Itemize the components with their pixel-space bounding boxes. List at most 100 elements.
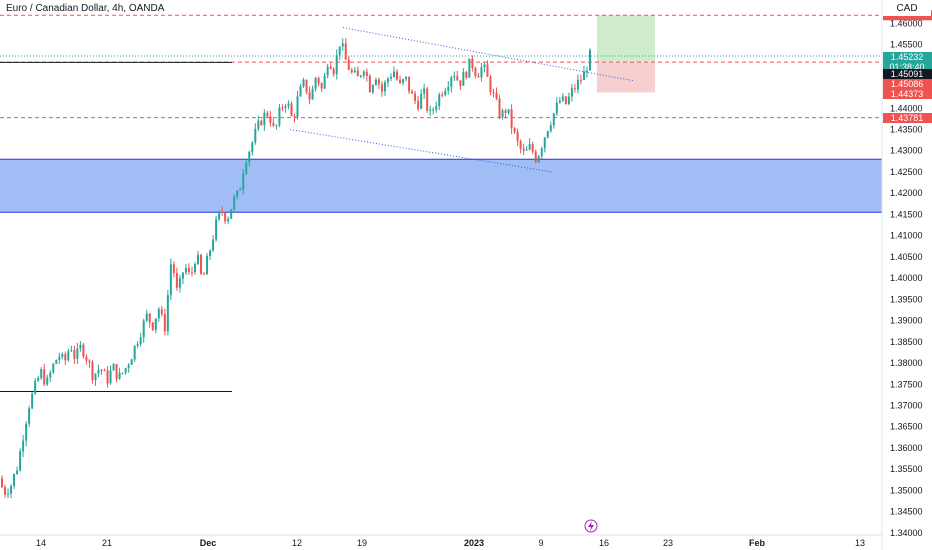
candle bbox=[417, 96, 420, 112]
candle bbox=[73, 345, 76, 364]
candle bbox=[97, 364, 100, 378]
candle-body bbox=[582, 71, 585, 81]
price-tick-label: 1.43000 bbox=[890, 146, 923, 156]
candle bbox=[230, 208, 233, 220]
currency-label[interactable]: CAD bbox=[883, 2, 931, 16]
candle bbox=[405, 76, 408, 82]
candle-body bbox=[215, 219, 218, 240]
candle bbox=[133, 345, 136, 363]
candle bbox=[124, 367, 127, 375]
candle-body bbox=[10, 485, 13, 494]
candle-body bbox=[474, 68, 477, 76]
price-tick-label: 1.36500 bbox=[890, 422, 923, 432]
candle-body bbox=[510, 109, 513, 129]
candle bbox=[187, 263, 190, 275]
candle bbox=[206, 252, 209, 275]
candle-body bbox=[549, 125, 552, 131]
price-tick-label: 1.34000 bbox=[890, 528, 923, 538]
candle-body bbox=[224, 212, 227, 222]
candle-body bbox=[257, 120, 260, 129]
candle bbox=[441, 91, 444, 98]
candle bbox=[329, 63, 332, 70]
candle bbox=[495, 87, 498, 101]
time-axis[interactable]: 14 21 Dec 12 19 2023 9 16 23 Feb 13 bbox=[0, 534, 882, 548]
candle-body bbox=[293, 115, 296, 118]
candle-body bbox=[368, 75, 371, 93]
candle bbox=[483, 62, 486, 73]
candle bbox=[299, 83, 302, 97]
candle-body bbox=[495, 92, 498, 99]
candle bbox=[100, 369, 103, 375]
candle-body bbox=[58, 356, 61, 360]
horizontal-lines[interactable] bbox=[0, 14, 882, 392]
price-label-bg bbox=[883, 52, 932, 72]
candle bbox=[272, 118, 275, 128]
candle-body bbox=[281, 107, 284, 109]
candle-body bbox=[567, 96, 570, 105]
price-label-text: 1.45091 bbox=[891, 69, 924, 79]
candle-body bbox=[190, 271, 193, 273]
candle bbox=[248, 150, 251, 167]
candle bbox=[148, 313, 151, 328]
candle-body bbox=[112, 364, 115, 371]
candle bbox=[317, 76, 320, 87]
price-tick-label: 1.40500 bbox=[890, 252, 923, 262]
candle bbox=[227, 216, 230, 225]
candle bbox=[498, 94, 501, 120]
candle-body bbox=[269, 116, 272, 123]
candle bbox=[480, 62, 483, 82]
candle bbox=[528, 138, 531, 151]
candle-body bbox=[350, 69, 353, 73]
candle-body bbox=[103, 370, 106, 372]
candle bbox=[76, 342, 79, 364]
price-label-text: 1.43781 bbox=[891, 113, 924, 123]
candle bbox=[507, 109, 510, 115]
candle-body bbox=[221, 211, 224, 213]
candle-body bbox=[447, 86, 450, 91]
candle-body bbox=[320, 83, 323, 89]
candle-body bbox=[184, 267, 187, 273]
price-tick-label: 1.45500 bbox=[890, 40, 923, 50]
candle-body bbox=[501, 110, 504, 118]
channel-lower bbox=[289, 129, 553, 173]
candle-body bbox=[522, 148, 525, 151]
candle-body bbox=[254, 128, 257, 143]
candle bbox=[266, 110, 269, 119]
candle bbox=[269, 110, 272, 127]
candle bbox=[525, 146, 528, 151]
candle bbox=[190, 266, 193, 277]
candle-body bbox=[374, 79, 377, 86]
candle bbox=[396, 69, 399, 82]
candle bbox=[356, 66, 359, 77]
candle-body bbox=[377, 79, 380, 85]
candle bbox=[193, 261, 196, 275]
candle-body bbox=[332, 68, 335, 75]
price-label-bg bbox=[883, 79, 932, 89]
support-zone[interactable] bbox=[0, 158, 882, 213]
candle-body bbox=[82, 344, 85, 357]
candle bbox=[109, 365, 112, 385]
price-tick-label: 1.38500 bbox=[890, 337, 923, 347]
candle bbox=[320, 82, 323, 93]
candle bbox=[579, 74, 582, 85]
candle-body bbox=[163, 314, 166, 332]
candle bbox=[52, 362, 55, 374]
long-position-tool[interactable] bbox=[597, 15, 655, 93]
candle bbox=[1, 475, 3, 488]
trendlines[interactable] bbox=[289, 27, 634, 173]
candle-body bbox=[537, 155, 540, 163]
lightning-icon[interactable] bbox=[584, 519, 598, 533]
candle bbox=[64, 351, 67, 366]
candle-body bbox=[187, 267, 190, 272]
candle bbox=[561, 93, 564, 103]
candle bbox=[426, 86, 429, 114]
candle-body bbox=[402, 79, 405, 83]
candle bbox=[414, 90, 417, 104]
candle bbox=[353, 67, 356, 74]
candle-body bbox=[302, 79, 305, 87]
channel-upper bbox=[342, 27, 634, 82]
candle-body bbox=[483, 64, 486, 68]
plot-background bbox=[0, 0, 882, 535]
price-tick-label: 1.38000 bbox=[890, 358, 923, 368]
